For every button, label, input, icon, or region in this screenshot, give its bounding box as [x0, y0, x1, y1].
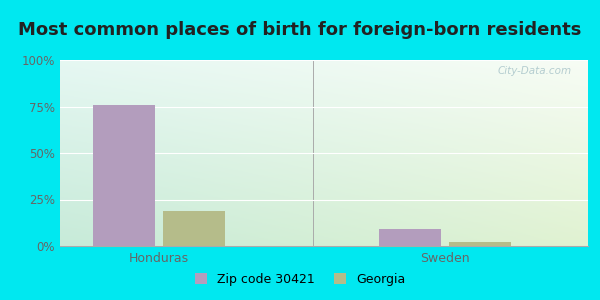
Bar: [93, 105, 155, 246]
Text: Most common places of birth for foreign-born residents: Most common places of birth for foreign-…: [19, 21, 581, 39]
Bar: [163, 211, 225, 246]
Legend: Zip code 30421, Georgia: Zip code 30421, Georgia: [190, 268, 410, 291]
Text: City-Data.com: City-Data.com: [498, 66, 572, 76]
Bar: [449, 242, 511, 246]
Bar: [379, 229, 440, 246]
